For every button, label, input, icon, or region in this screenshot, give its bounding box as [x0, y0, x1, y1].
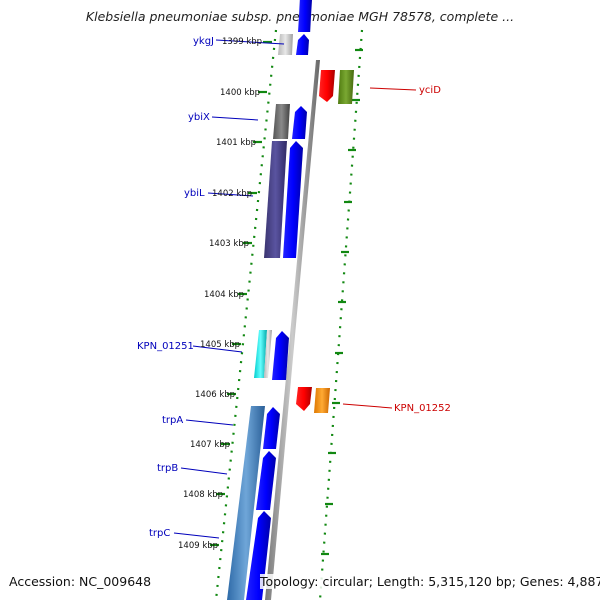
outer-ruler-left: [214, 29, 278, 600]
kbp-label: 1402 kbp: [212, 189, 252, 199]
label-leader-lines: [173, 39, 417, 539]
block-ybiX: [273, 104, 290, 139]
reverse-gene-arrows[interactable]: [296, 70, 354, 413]
outer-ruler-right: [318, 29, 364, 600]
kbp-label: 1405 kbp: [200, 340, 240, 350]
kbp-label: 1409 kbp: [178, 541, 218, 551]
gene-arrow-KPN_01252: [296, 387, 312, 411]
left-ruler-ticks: [210, 40, 272, 547]
right-ruler-ticks: [321, 48, 363, 556]
reverse-gene-labels[interactable]: yciD KPN_01252: [394, 85, 451, 414]
accession-text: Accession: NC_009648: [9, 574, 152, 589]
block-yciD: [338, 70, 354, 104]
gene-arrow-trpB: [256, 451, 276, 510]
gene-label-ybiX: ybiX: [188, 112, 210, 123]
kbp-label: 1403 kbp: [209, 239, 249, 249]
sequence-backbone: [265, 0, 320, 600]
gene-label-trpB: trpB: [157, 463, 178, 474]
gene-label-yciD: yciD: [419, 85, 441, 96]
kbp-label: 1401 kbp: [216, 138, 256, 148]
gene-arrow-trpA: [263, 407, 280, 449]
kbp-label: 1408 kbp: [183, 490, 223, 500]
gene-label-KPN_01251: KPN_01251: [137, 341, 194, 352]
forward-gene-labels[interactable]: ykgJ ybiX ybiL KPN_01251 trpA trpB trpC: [137, 36, 214, 539]
gene-arrow-ykgJ: [296, 34, 309, 55]
gene-arrow-yciD: [319, 70, 335, 102]
kbp-label: 1400 kbp: [220, 88, 260, 98]
forward-gene-arrows[interactable]: [246, 0, 312, 600]
block-trp-operon: [227, 406, 265, 600]
kbp-label: 1407 kbp: [190, 440, 230, 450]
gene-label-trpA: trpA: [162, 415, 183, 426]
topology-text: Topology: circular; Length: 5,315,120 bp…: [260, 574, 600, 589]
kbp-tick-labels: 1399 kbp 1400 kbp 1401 kbp 1402 kbp 1403…: [178, 37, 262, 551]
block-ybiL: [264, 141, 287, 258]
block-KPN_01251: [254, 330, 267, 378]
gene-arrow-ybiL: [283, 141, 303, 258]
kbp-label: 1404 kbp: [204, 290, 244, 300]
gene-arrow-trpC: [246, 511, 271, 600]
gene-arrow-KPN_01251-fwd: [272, 331, 289, 380]
gene-label-KPN_01252: KPN_01252: [394, 403, 451, 414]
gene-label-ykgJ: ykgJ: [193, 36, 214, 47]
gene-label-trpC: trpC: [149, 528, 170, 539]
gene-arrow-ybiX: [292, 106, 307, 139]
block-KPN_01252: [314, 388, 330, 413]
kbp-label: 1399 kbp: [222, 37, 262, 47]
gene-label-ybiL: ybiL: [184, 188, 205, 199]
forward-gene-blocks[interactable]: [227, 34, 293, 600]
kbp-label: 1406 kbp: [195, 390, 235, 400]
block-ykgJ: [278, 34, 293, 55]
